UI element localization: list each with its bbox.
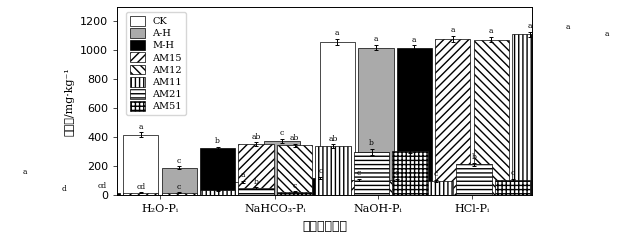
Bar [320, 42, 355, 195]
Text: c: c [433, 170, 438, 178]
Bar [238, 188, 274, 195]
Bar [550, 36, 586, 195]
Bar [200, 190, 235, 195]
Legend: CK, A-H, M-H, AM15, AM12, AM11, AM21, AM51: CK, A-H, M-H, AM15, AM12, AM11, AM21, AM… [126, 12, 186, 115]
Text: b: b [215, 137, 220, 145]
Text: b: b [408, 140, 413, 148]
Text: ab: ab [252, 132, 261, 140]
Text: a: a [489, 27, 494, 35]
Text: c: c [177, 157, 181, 165]
Text: c: c [357, 169, 361, 177]
Bar [474, 40, 509, 195]
Text: c: c [292, 182, 297, 190]
Text: b: b [253, 178, 259, 186]
Bar [162, 193, 197, 195]
Bar [457, 164, 492, 195]
Bar [358, 48, 394, 195]
Text: b: b [369, 139, 374, 147]
Text: b: b [215, 180, 220, 188]
Text: a: a [241, 171, 245, 179]
Text: ab: ab [328, 135, 338, 143]
Bar [512, 35, 547, 195]
Text: c: c [177, 183, 181, 191]
Bar [84, 192, 120, 195]
Text: c: c [318, 167, 323, 175]
Y-axis label: 磷含量/mg·kg⁻¹: 磷含量/mg·kg⁻¹ [65, 67, 74, 136]
Bar [226, 182, 261, 195]
Text: ab: ab [290, 134, 299, 142]
Text: cd: cd [97, 182, 107, 190]
Bar [354, 152, 389, 195]
Text: a: a [335, 29, 340, 37]
Bar [303, 178, 338, 195]
Text: cd: cd [136, 183, 145, 191]
Bar [418, 181, 454, 195]
Text: c: c [511, 169, 515, 177]
Bar [589, 42, 625, 195]
Bar [8, 180, 43, 195]
Text: d: d [62, 185, 66, 193]
Bar [341, 180, 376, 195]
Bar [392, 151, 428, 195]
Bar [495, 180, 530, 195]
Bar [238, 144, 274, 195]
Bar [277, 145, 313, 195]
Text: a: a [528, 22, 532, 30]
Text: a: a [138, 123, 143, 131]
Text: b: b [472, 153, 477, 161]
Text: a: a [374, 35, 378, 43]
Text: a: a [450, 26, 455, 34]
X-axis label: 不同磷素组分: 不同磷素组分 [302, 220, 347, 233]
Text: c: c [395, 169, 399, 177]
Text: a: a [604, 30, 609, 38]
Bar [379, 180, 415, 195]
Bar [315, 146, 351, 195]
Text: a: a [566, 23, 571, 31]
Text: c: c [280, 129, 284, 137]
Bar [264, 141, 299, 195]
Bar [200, 148, 235, 195]
Bar [397, 48, 432, 195]
Bar [277, 192, 313, 195]
Text: a: a [23, 168, 28, 176]
Bar [162, 168, 197, 195]
Bar [435, 39, 470, 195]
Text: a: a [412, 36, 416, 44]
Bar [123, 135, 159, 195]
Bar [123, 193, 159, 195]
